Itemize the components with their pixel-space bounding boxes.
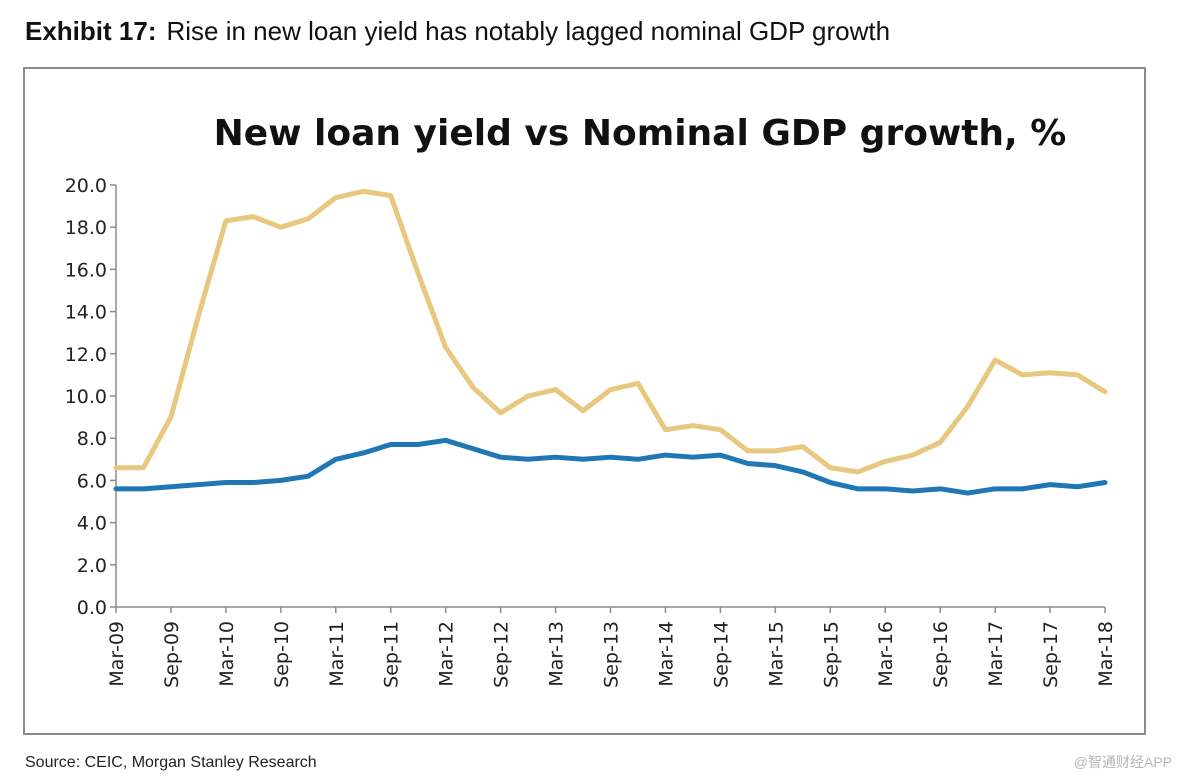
y-tick-label: 8.0 xyxy=(77,428,107,450)
x-tick-label: Sep-16 xyxy=(930,621,952,688)
x-tick-label: Mar-17 xyxy=(985,621,1007,687)
x-tick-label: Sep-10 xyxy=(271,621,293,688)
x-tick-label: Sep-13 xyxy=(601,621,623,688)
axes: 0.0 2.0 4.0 6.0 8.0 10.0 12.0 14.0 16.0 18.0 20.0 M… xyxy=(65,175,1117,688)
x-tick-label: Mar-11 xyxy=(326,621,348,687)
watermark: @智通财经APP xyxy=(1073,754,1172,770)
x-tick-label: Sep-12 xyxy=(491,621,513,688)
y-tick-label: 6.0 xyxy=(77,470,107,492)
line-chart: New loan yield vs Nominal GDP growth, % … xyxy=(65,113,1117,688)
x-tick-label: Mar-16 xyxy=(875,621,897,687)
y-tick-label: 12.0 xyxy=(65,344,107,366)
x-tick-label: Mar-10 xyxy=(216,621,238,687)
x-tick-label: Mar-12 xyxy=(436,621,458,687)
x-tick-label: Sep-17 xyxy=(1040,621,1062,688)
source-note: Source: CEIC, Morgan Stanley Research xyxy=(25,754,317,771)
x-tick-label: Mar-15 xyxy=(765,621,787,687)
y-tick-label: 4.0 xyxy=(77,513,107,535)
series-lines xyxy=(113,188,1108,496)
exhibit-number: Exhibit 17: xyxy=(25,16,157,46)
x-tick-label: Sep-14 xyxy=(710,621,732,688)
y-tick-label: 2.0 xyxy=(77,555,107,577)
x-tick-label: Mar-14 xyxy=(655,621,677,687)
x-tick-label: Mar-09 xyxy=(106,621,128,687)
series-line-2 xyxy=(113,437,1108,496)
x-tick-label: Sep-11 xyxy=(381,621,403,688)
x-tick-label: Mar-18 xyxy=(1095,621,1117,687)
x-tick-label: Sep-09 xyxy=(161,621,183,688)
y-tick-label: 10.0 xyxy=(65,386,107,408)
series-line-1 xyxy=(113,188,1108,475)
x-tick-label: Mar-13 xyxy=(546,621,568,687)
y-tick-label: 16.0 xyxy=(65,259,107,281)
y-tick-label: 14.0 xyxy=(65,302,107,324)
chart-title: New loan yield vs Nominal GDP growth, % xyxy=(214,113,1067,154)
y-tick-label: 18.0 xyxy=(65,217,107,239)
exhibit-title: Rise in new loan yield has notably lagge… xyxy=(166,16,891,46)
y-tick-label: 0.0 xyxy=(77,597,107,619)
chart-frame: New loan yield vs Nominal GDP growth, % … xyxy=(23,67,1146,735)
y-tick-label: 20.0 xyxy=(65,175,107,197)
x-tick-label: Sep-15 xyxy=(820,621,842,688)
exhibit-heading: Exhibit 17: Rise in new loan yield has no… xyxy=(25,16,890,47)
